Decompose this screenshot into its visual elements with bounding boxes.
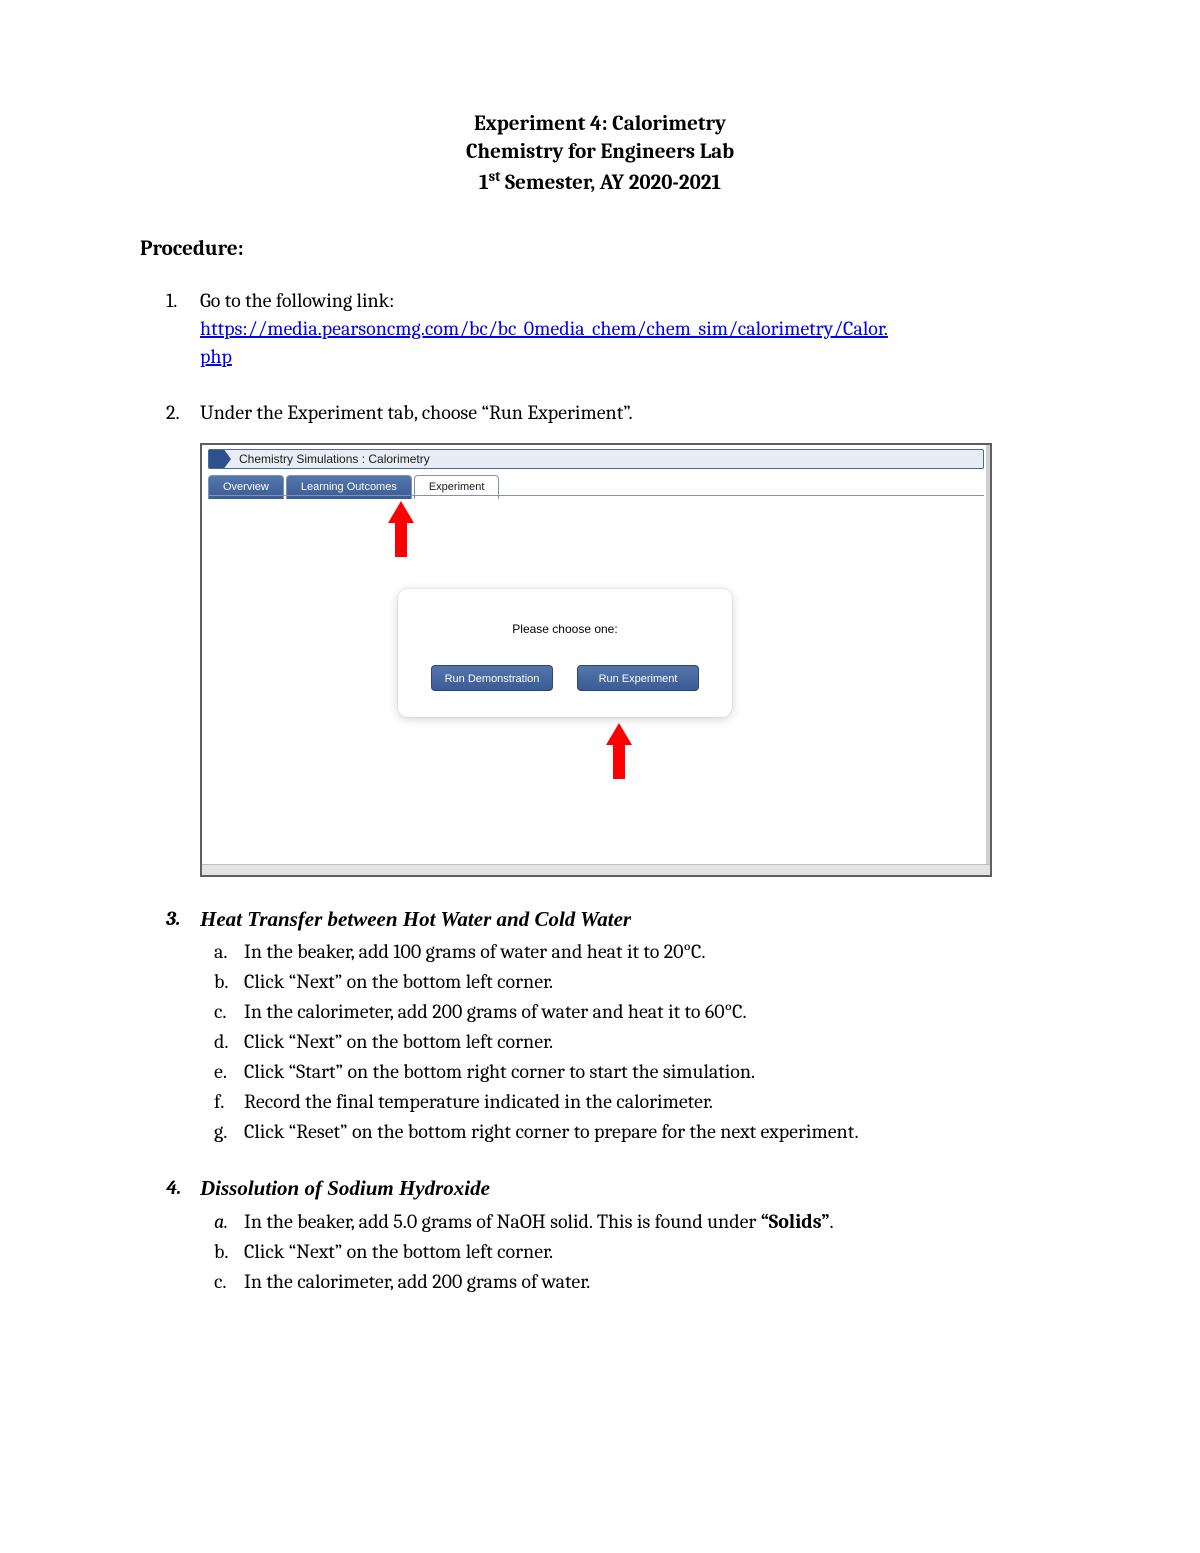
step-2-text: Under the Experiment tab, choose “Run Ex… [200,401,633,424]
sim-titlebar-label: Chemistry Simulations : Calorimetry [239,451,430,468]
document-page: Experiment 4: Calorimetry Chemistry for … [0,0,1200,1553]
sim-bottom-bar [202,864,990,875]
step-3f: Record the final temperature indicated i… [244,1088,1060,1116]
step-3g: Click “Reset” on the bottom right corner… [244,1118,1060,1146]
procedure-list: Go to the following link: https://media.… [140,287,1060,1296]
step-1-url-line2: php [200,345,232,368]
step-2: Under the Experiment tab, choose “Run Ex… [200,399,1060,877]
step-4-heading: Dissolution of Sodium Hydroxide [200,1176,490,1200]
title-line3-prefix: 1 [479,171,489,195]
sim-tab-underline [208,495,984,496]
choose-dialog-text: Please choose one: [398,621,732,638]
title-line-2: Chemistry for Engineers Lab [140,138,1060,166]
step-4a-suffix: . [830,1210,834,1233]
step-3d: Click “Next” on the bottom left corner. [244,1028,1060,1056]
step-4a-bold: “Solids” [761,1210,830,1233]
step-4: Dissolution of Sodium Hydroxide In the b… [200,1174,1060,1295]
title-line3-suffix: Semester, AY 2020-2021 [500,171,721,195]
title-line3-sup: st [489,168,501,185]
step-1: Go to the following link: https://media.… [200,287,1060,371]
step-3b: Click “Next” on the bottom left corner. [244,968,1060,996]
step-3-heading: Heat Transfer between Hot Water and Cold… [200,907,631,931]
step-3e: Click “Start” on the bottom right corner… [244,1058,1060,1086]
step-3-sublist: In the beaker, add 100 grams of water an… [200,938,1060,1146]
step-1-link[interactable]: https://media.pearsoncmg.com/bc/bc_0medi… [200,317,888,368]
step-4a-prefix: In the beaker, add 5.0 grams of NaOH sol… [244,1210,761,1233]
red-arrow-icon [388,501,414,557]
step-3: Heat Transfer between Hot Water and Cold… [200,905,1060,1146]
step-4a: In the beaker, add 5.0 grams of NaOH sol… [244,1208,1060,1236]
simulation-screenshot: Chemistry Simulations : Calorimetry Over… [200,443,992,877]
run-experiment-button[interactable]: Run Experiment [577,665,699,691]
red-arrow-icon [606,723,632,779]
choose-dialog: Please choose one: Run Demonstration Run… [398,589,732,717]
sim-titlebar: Chemistry Simulations : Calorimetry [208,449,984,469]
breadcrumb-arrow-icon [209,450,231,468]
choose-dialog-buttons: Run Demonstration Run Experiment [398,665,732,691]
step-1-lead: Go to the following link: [200,289,394,312]
title-line-3: 1st Semester, AY 2020-2021 [140,167,1060,197]
title-line-1: Experiment 4: Calorimetry [140,110,1060,138]
step-4b: Click “Next” on the bottom left corner. [244,1238,1060,1266]
step-3a: In the beaker, add 100 grams of water an… [244,938,1060,966]
step-4-sublist: In the beaker, add 5.0 grams of NaOH sol… [200,1208,1060,1296]
step-1-url-line1: https://media.pearsoncmg.com/bc/bc_0medi… [200,317,888,340]
step-3c: In the calorimeter, add 200 grams of wat… [244,998,1060,1026]
title-block: Experiment 4: Calorimetry Chemistry for … [140,110,1060,197]
procedure-heading: Procedure: [140,237,1060,261]
run-demonstration-button[interactable]: Run Demonstration [431,665,553,691]
step-4c: In the calorimeter, add 200 grams of wat… [244,1268,1060,1296]
sim-scrollbar [986,445,990,875]
